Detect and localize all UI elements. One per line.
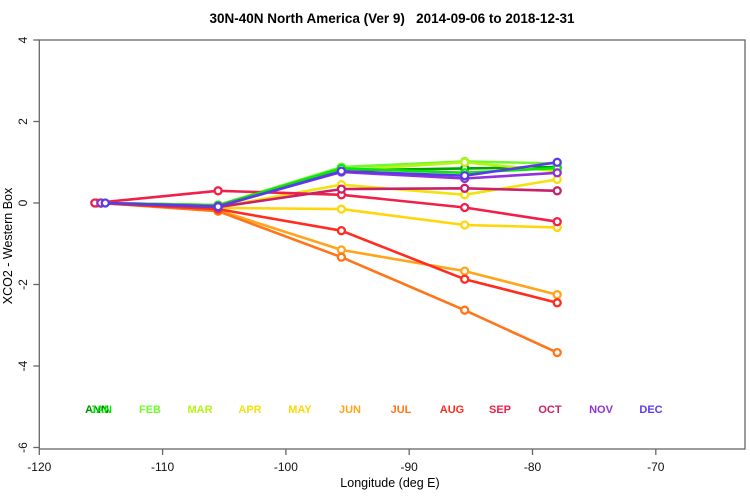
point-nov-4: [552, 168, 562, 178]
month-label-jan: JAN: [90, 404, 112, 416]
month-label-jul: JUL: [391, 404, 412, 416]
x-tick-label: -80: [524, 460, 542, 474]
y-tick-label: -4: [16, 360, 30, 371]
month-label-sep: SEP: [489, 404, 511, 416]
point-jul-4: [552, 347, 562, 358]
series-line-jun: [99, 201, 559, 297]
point-mar-3: [460, 157, 470, 167]
point-dec-1: [213, 202, 223, 212]
chart-title: 30N-40N North America (Ver 9) 2014-09-06…: [210, 11, 575, 26]
point-dec-0: [100, 198, 110, 208]
series-layer: [90, 156, 562, 358]
point-sep-4: [552, 217, 562, 227]
y-tick-label: 2: [16, 118, 30, 125]
x-axis-label: Longitude (deg E): [340, 476, 439, 490]
point-sep-3: [460, 202, 470, 213]
month-label-feb: FEB: [139, 404, 161, 416]
month-label-mar: MAR: [187, 404, 212, 416]
point-jul-2: [336, 252, 347, 262]
month-label-may: MAY: [288, 404, 312, 416]
x-tick-label: -110: [151, 460, 174, 474]
point-jun-3: [460, 266, 470, 276]
point-oct-4: [552, 186, 562, 196]
point-aug-4: [552, 298, 562, 308]
x-tick-label: -70: [647, 460, 665, 474]
x-tick-label: -120: [27, 460, 51, 474]
point-aug-2: [336, 226, 347, 236]
plot-box: [38, 39, 746, 450]
point-dec-3: [460, 171, 470, 181]
y-tick-label: -6: [16, 442, 30, 453]
point-jun-2: [336, 245, 347, 255]
month-label-apr: APR: [238, 404, 261, 416]
point-may-3: [460, 220, 470, 230]
point-jun-4: [552, 290, 562, 300]
point-may-2: [336, 204, 347, 214]
month-label-ann: ANN: [85, 404, 109, 416]
x-tick-label: -90: [401, 460, 419, 474]
y-axis-label: XCO2 - Western Box: [1, 187, 15, 304]
point-dec-4: [552, 157, 562, 167]
month-label-dec: DEC: [639, 404, 662, 416]
y-tick-label: 4: [16, 36, 30, 43]
y-tick-label: -2: [16, 279, 30, 290]
y-tick-label: 0: [16, 199, 30, 206]
point-oct-3: [460, 183, 470, 193]
point-oct-2: [336, 184, 347, 194]
x-tick-label: -100: [274, 460, 298, 474]
month-label-aug: AUG: [440, 404, 464, 416]
point-dec-2: [336, 166, 347, 176]
month-label-jun: JUN: [339, 404, 361, 416]
axes-layer: -120 -110 -100 -90 -80 -70 4 2 0 -2 -4 -6: [16, 36, 746, 474]
point-jul-3: [460, 305, 470, 315]
point-sep-1: [213, 186, 223, 196]
month-label-nov: NOV: [589, 404, 614, 416]
point-aug-3: [460, 274, 470, 284]
month-label-oct: OCT: [538, 404, 562, 416]
